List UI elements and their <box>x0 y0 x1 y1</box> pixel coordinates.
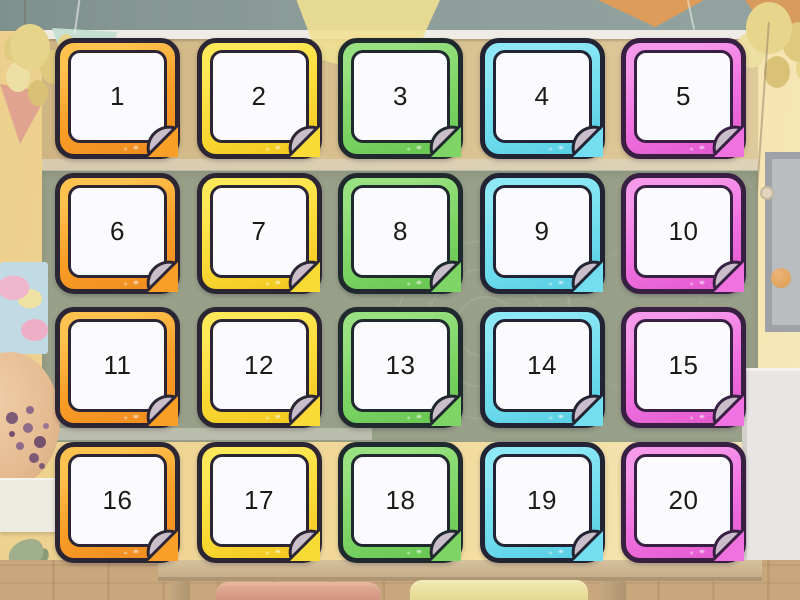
tile-face: 10 <box>634 184 733 278</box>
page-curl-icon <box>571 394 603 426</box>
tile-face: 18 <box>351 453 450 547</box>
number-tile-5[interactable]: 5 <box>621 38 746 159</box>
tile-face: 17 <box>209 453 309 547</box>
number-tile-8[interactable]: 8 <box>338 172 463 294</box>
page-curl-icon <box>146 529 178 561</box>
page-curl-icon <box>571 529 603 561</box>
tile-face: 14 <box>492 319 592 412</box>
cabinet <box>742 368 800 564</box>
wall-poster <box>0 262 48 354</box>
tile-number: 18 <box>385 484 416 515</box>
number-tile-2[interactable]: 2 <box>196 38 322 159</box>
page-curl-icon <box>288 394 320 426</box>
tile-face: 4 <box>492 50 592 143</box>
tile-face: 20 <box>634 453 733 547</box>
number-tile-20[interactable]: 20 <box>621 441 746 563</box>
number-tile-18[interactable]: 18 <box>338 441 463 563</box>
window-frame <box>765 152 800 332</box>
page-curl-icon <box>288 529 320 561</box>
chair <box>410 580 588 600</box>
number-tile-9[interactable]: 9 <box>479 172 605 294</box>
tile-face: 6 <box>68 184 167 278</box>
page-curl-icon <box>429 529 461 561</box>
page-curl-icon <box>571 125 603 157</box>
tile-number: 1 <box>110 81 125 111</box>
table-leg <box>600 581 626 600</box>
table-edge <box>158 560 762 581</box>
tile-number: 14 <box>527 350 557 380</box>
tile-number: 4 <box>534 81 550 111</box>
hanging-string <box>24 0 26 24</box>
page-curl-icon <box>429 125 461 157</box>
page-curl-icon <box>571 260 603 292</box>
tile-face: 7 <box>209 184 309 278</box>
tile-number: 16 <box>102 484 133 515</box>
number-tile-11[interactable]: 11 <box>55 307 180 428</box>
page-curl-icon <box>146 125 178 157</box>
tile-grid: 1 2 3 <box>55 38 746 563</box>
number-tile-17[interactable]: 17 <box>196 441 322 563</box>
number-tile-13[interactable]: 13 <box>338 307 463 428</box>
tile-number: 17 <box>244 484 274 515</box>
baseboard <box>0 478 58 532</box>
string-bead <box>760 186 774 200</box>
table-leg <box>170 581 190 600</box>
page-curl-icon <box>712 125 744 157</box>
tile-number: 9 <box>534 215 550 246</box>
number-tile-3[interactable]: 3 <box>338 38 463 159</box>
tile-face: 16 <box>68 453 167 547</box>
page-curl-icon <box>429 260 461 292</box>
number-tile-12[interactable]: 12 <box>196 307 322 428</box>
page-curl-icon <box>429 394 461 426</box>
tile-face: 3 <box>351 50 450 143</box>
number-tile-7[interactable]: 7 <box>196 172 322 294</box>
tile-number: 12 <box>244 350 274 380</box>
tile-face: 1 <box>68 50 167 143</box>
tile-number: 11 <box>103 350 132 380</box>
page-curl-icon <box>288 125 320 157</box>
page-curl-icon <box>146 394 178 426</box>
tile-face: 13 <box>351 319 450 412</box>
pom-pom-garland <box>10 24 50 70</box>
tile-face: 15 <box>634 319 733 412</box>
tile-number: 10 <box>668 215 699 246</box>
tile-face: 5 <box>634 50 733 143</box>
page-curl-icon <box>712 394 744 426</box>
tile-face: 12 <box>209 319 309 412</box>
number-tile-19[interactable]: 19 <box>479 441 605 563</box>
page-curl-icon <box>288 260 320 292</box>
number-tile-6[interactable]: 6 <box>55 172 180 294</box>
tile-number: 8 <box>393 215 408 246</box>
tile-number: 19 <box>527 484 557 515</box>
tile-number: 2 <box>251 81 267 111</box>
tile-number: 6 <box>110 215 125 246</box>
number-tile-15[interactable]: 15 <box>621 307 746 428</box>
tile-number: 3 <box>393 81 408 111</box>
number-tile-1[interactable]: 1 <box>55 38 180 159</box>
tile-face: 2 <box>209 50 309 143</box>
number-tile-14[interactable]: 14 <box>479 307 605 428</box>
chair <box>216 582 380 600</box>
number-tile-10[interactable]: 10 <box>621 172 746 294</box>
page-curl-icon <box>712 260 744 292</box>
page-curl-icon <box>712 529 744 561</box>
tile-number: 13 <box>385 350 416 380</box>
plant-berries <box>6 412 18 424</box>
tile-number: 5 <box>676 81 691 111</box>
page-curl-icon <box>146 260 178 292</box>
number-tile-4[interactable]: 4 <box>479 38 605 159</box>
tile-number: 15 <box>668 350 699 380</box>
tile-number: 20 <box>668 484 699 515</box>
tile-face: 8 <box>351 184 450 278</box>
tile-face: 19 <box>492 453 592 547</box>
tile-number: 7 <box>251 215 267 246</box>
number-tile-16[interactable]: 16 <box>55 441 180 563</box>
orange-ball <box>771 268 791 288</box>
shelf-strip <box>42 159 758 171</box>
tile-face: 11 <box>68 319 167 412</box>
tile-face: 9 <box>492 184 592 278</box>
shelf-strip <box>42 428 372 440</box>
